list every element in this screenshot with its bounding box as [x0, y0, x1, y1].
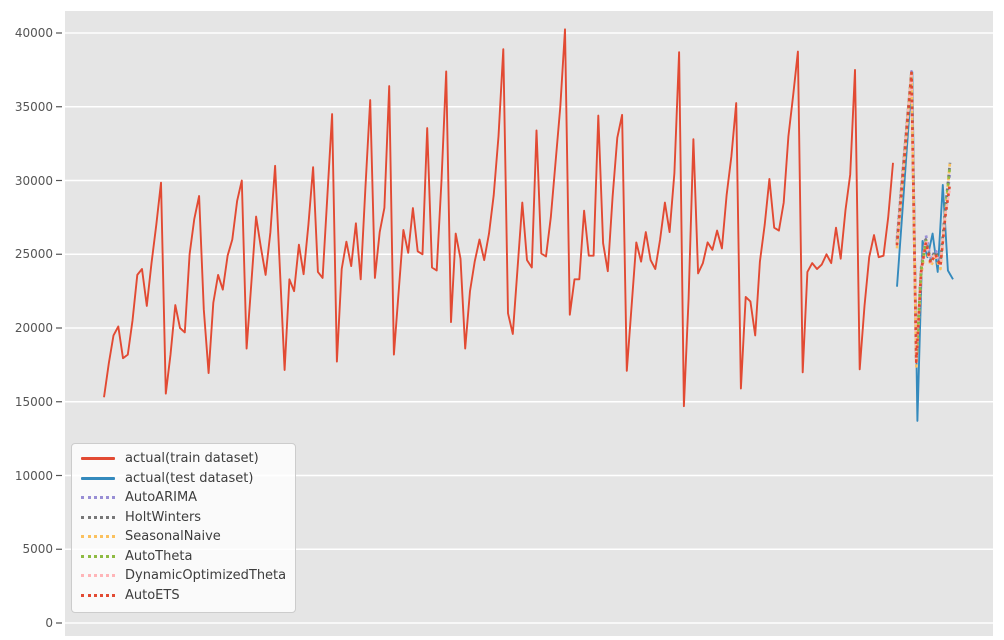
legend-item-autoets: AutoETS — [72, 586, 295, 606]
train-line-sample — [81, 457, 115, 461]
legend-item-actual-test: actual(test dataset) — [72, 469, 295, 489]
train-line — [103, 28, 894, 408]
legend-label: AutoARIMA — [125, 490, 198, 506]
legend-item-autotheta: AutoTheta — [72, 547, 295, 567]
dynamicoptimizedtheta-line — [895, 70, 952, 362]
legend-item-holtwinters: HoltWinters — [72, 508, 295, 528]
autotheta-line-sample — [81, 554, 115, 558]
legend-label: AutoTheta — [125, 548, 193, 564]
legend-item-autoarima: AutoARIMA — [72, 488, 295, 508]
y-tick-label: 35000 — [14, 99, 53, 114]
legend-label: actual(train dataset) — [125, 451, 259, 467]
y-tick-label: 0 — [45, 616, 53, 630]
legend-label: HoltWinters — [125, 509, 202, 525]
y-tick-label: 10000 — [14, 468, 53, 483]
legend-item-actual-train: actual(train dataset) — [72, 449, 295, 469]
autoets-line-sample — [81, 593, 115, 597]
autoets-line — [895, 71, 952, 364]
legend-label: DynamicOptimizedTheta — [125, 568, 287, 584]
y-tick-label: 20000 — [14, 321, 53, 335]
legend-label: actual(test dataset) — [125, 470, 254, 486]
legend-label: SeasonalNaive — [125, 529, 221, 545]
y-tick-label: 25000 — [14, 247, 53, 262]
y-tick-label: 40000 — [14, 26, 53, 40]
test-line-sample — [81, 476, 115, 480]
y-tick-label: 5000 — [22, 542, 53, 557]
y-tick-label: 15000 — [14, 394, 53, 409]
holtwinters-line-sample — [81, 515, 115, 519]
legend: actual(train dataset) actual(test datase… — [71, 443, 296, 613]
dynamicoptimizedtheta-line-sample — [81, 574, 115, 578]
legend-item-dynamicoptimizedtheta: DynamicOptimizedTheta — [72, 566, 295, 586]
y-tick-label: 30000 — [14, 173, 53, 188]
legend-item-seasonalnaive: SeasonalNaive — [72, 527, 295, 547]
legend-label: AutoETS — [125, 587, 180, 603]
seasonalnaive-line-sample — [81, 535, 115, 539]
autoarima-line-sample — [81, 496, 115, 500]
